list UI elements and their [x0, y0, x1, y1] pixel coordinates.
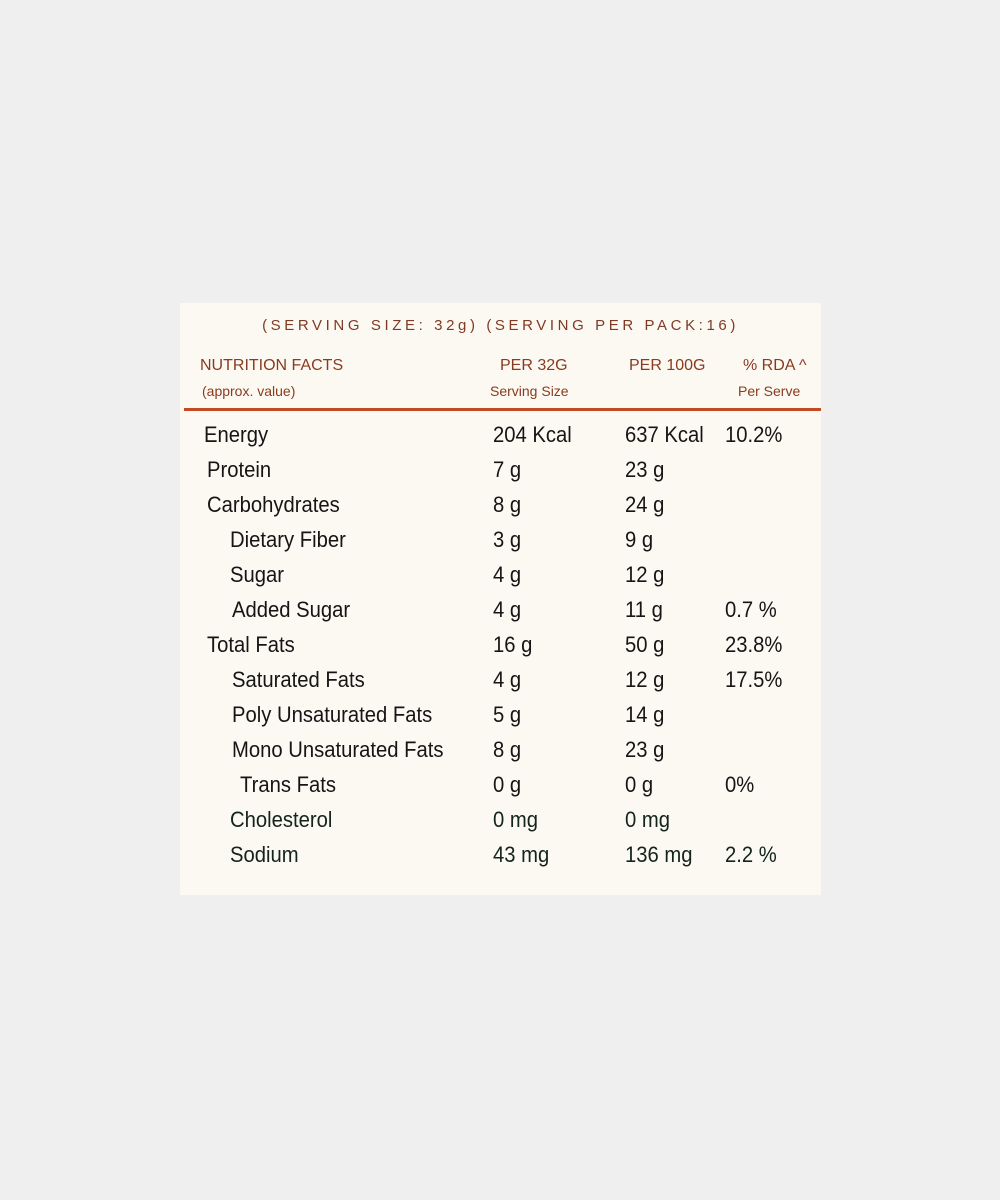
rda-value: 17.5%	[725, 667, 783, 692]
rda-value: 0%	[725, 772, 755, 797]
header-rda: % RDA ^	[743, 357, 807, 374]
per-100g-value: 11 g	[625, 597, 663, 622]
nutrient-name: Added Sugar	[232, 597, 351, 622]
per-serving-value: 8 g	[493, 737, 522, 762]
per-serving-value: 4 g	[493, 562, 522, 587]
nutrient-name: Carbohydrates	[207, 492, 340, 517]
table-header: NUTRITION FACTS (approx. value) PER 32G …	[180, 356, 821, 406]
nutrient-name: Protein	[207, 457, 272, 482]
table-row: Added Sugar 4 g 11 g 0.7 %	[180, 594, 821, 629]
per-serving-value: 0 g	[493, 772, 522, 797]
per-100g-value: 0 g	[625, 772, 654, 797]
nutrition-label: (SERVING SIZE: 32g) (SERVING PER PACK:16…	[180, 303, 821, 895]
per-100g-value: 23 g	[625, 457, 665, 482]
per-100g-value: 23 g	[625, 737, 665, 762]
table-row: Poly Unsaturated Fats 5 g 14 g	[180, 699, 821, 734]
table-row: Mono Unsaturated Fats 8 g 23 g	[180, 734, 821, 769]
per-100g-value: 136 mg	[625, 842, 693, 867]
per-serving-value: 16 g	[493, 632, 533, 657]
serving-size-line: (SERVING SIZE: 32g) (SERVING PER PACK:16…	[262, 317, 739, 334]
nutrient-name: Trans Fats	[240, 772, 336, 797]
header-serving-size: Serving Size	[490, 383, 569, 399]
per-serving-value: 4 g	[493, 597, 522, 622]
per-serving-value: 5 g	[493, 702, 522, 727]
table-row: Trans Fats 0 g 0 g 0%	[180, 769, 821, 804]
table-row: Sodium 43 mg 136 mg 2.2 %	[180, 839, 821, 874]
table-row: Carbohydrates 8 g 24 g	[180, 489, 821, 524]
header-approx-value: (approx. value)	[202, 383, 296, 399]
rda-value: 2.2 %	[725, 842, 777, 867]
rda-value: 10.2%	[725, 422, 783, 447]
per-100g-value: 12 g	[625, 667, 665, 692]
per-100g-value: 0 mg	[625, 807, 671, 832]
per-100g-value: 637 Kcal	[625, 422, 704, 447]
header-per-serving: PER 32G	[500, 357, 568, 374]
nutrient-name: Dietary Fiber	[230, 527, 346, 552]
header-nutrition-facts: NUTRITION FACTS	[200, 357, 344, 374]
table-row: Total Fats 16 g 50 g 23.8%	[180, 629, 821, 664]
per-100g-value: 24 g	[625, 492, 665, 517]
per-serving-value: 204 Kcal	[493, 422, 572, 447]
nutrient-name: Energy	[204, 422, 269, 447]
per-serving-value: 8 g	[493, 492, 522, 517]
nutrient-name: Cholesterol	[230, 807, 333, 832]
per-100g-value: 9 g	[625, 527, 654, 552]
header-per-100g: PER 100G	[629, 357, 706, 374]
nutrient-name: Mono Unsaturated Fats	[232, 737, 444, 762]
nutrient-name: Sugar	[230, 562, 285, 587]
rda-value: 23.8%	[725, 632, 783, 657]
per-serving-value: 4 g	[493, 667, 522, 692]
per-100g-value: 50 g	[625, 632, 665, 657]
nutrient-name: Total Fats	[207, 632, 295, 657]
table-row: Dietary Fiber 3 g 9 g	[180, 524, 821, 559]
nutrient-name: Poly Unsaturated Fats	[232, 702, 433, 727]
table-row: Saturated Fats 4 g 12 g 17.5%	[180, 664, 821, 699]
per-serving-value: 43 mg	[493, 842, 550, 867]
header-divider	[184, 408, 821, 411]
table-row: Cholesterol 0 mg 0 mg	[180, 804, 821, 839]
per-100g-value: 12 g	[625, 562, 665, 587]
header-per-serve: Per Serve	[738, 383, 801, 399]
per-serving-value: 0 mg	[493, 807, 539, 832]
per-100g-value: 14 g	[625, 702, 665, 727]
nutrient-name: Sodium	[230, 842, 299, 867]
table-row: Sugar 4 g 12 g	[180, 559, 821, 594]
nutrient-name: Saturated Fats	[232, 667, 365, 692]
per-serving-value: 3 g	[493, 527, 522, 552]
table-row: Energy 204 Kcal 637 Kcal 10.2%	[180, 419, 821, 454]
per-serving-value: 7 g	[493, 457, 522, 482]
table-row: Protein 7 g 23 g	[180, 454, 821, 489]
rda-value: 0.7 %	[725, 597, 777, 622]
nutrition-rows: Energy 204 Kcal 637 Kcal 10.2% Protein 7 g 23 …	[180, 419, 821, 874]
